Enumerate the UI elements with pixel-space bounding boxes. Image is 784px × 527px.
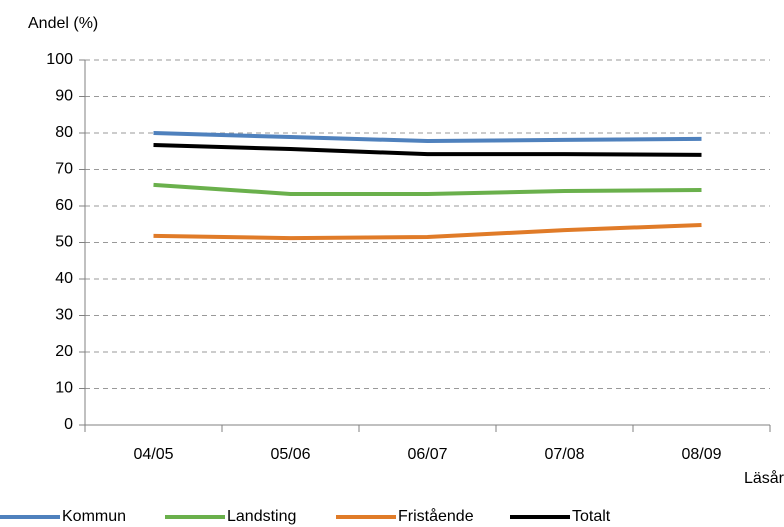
series-line xyxy=(153,222,702,241)
x-axis-label: Läsår xyxy=(744,469,784,487)
x-tick-label: 05/06 xyxy=(270,446,310,463)
x-tick-label: 08/09 xyxy=(681,446,721,463)
y-tick-label: 70 xyxy=(55,161,73,178)
x-tick-label: 06/07 xyxy=(407,446,447,463)
series-line xyxy=(153,182,702,196)
series-line xyxy=(153,131,702,144)
y-tick-label: 50 xyxy=(55,234,73,251)
y-axis-label: Andel (%) xyxy=(28,15,98,32)
legend-label: Totalt xyxy=(572,508,611,525)
series-line xyxy=(153,143,702,157)
y-tick-label: 0 xyxy=(64,416,73,433)
x-tick-label: 07/08 xyxy=(544,446,584,463)
y-tick-label: 20 xyxy=(55,343,73,360)
y-tick-label: 80 xyxy=(55,124,73,141)
legend-label: Fristående xyxy=(398,507,474,525)
y-tick-label: 60 xyxy=(55,197,73,214)
y-tick-label: 40 xyxy=(55,270,73,287)
y-tick-label: 10 xyxy=(55,380,73,397)
x-tick-label: 04/05 xyxy=(133,446,173,463)
y-tick-label: 90 xyxy=(55,88,73,105)
y-tick-label: 100 xyxy=(46,51,73,68)
legend-label: Landsting xyxy=(227,508,296,525)
legend-label: Kommun xyxy=(62,508,126,525)
y-tick-label: 30 xyxy=(55,307,73,324)
